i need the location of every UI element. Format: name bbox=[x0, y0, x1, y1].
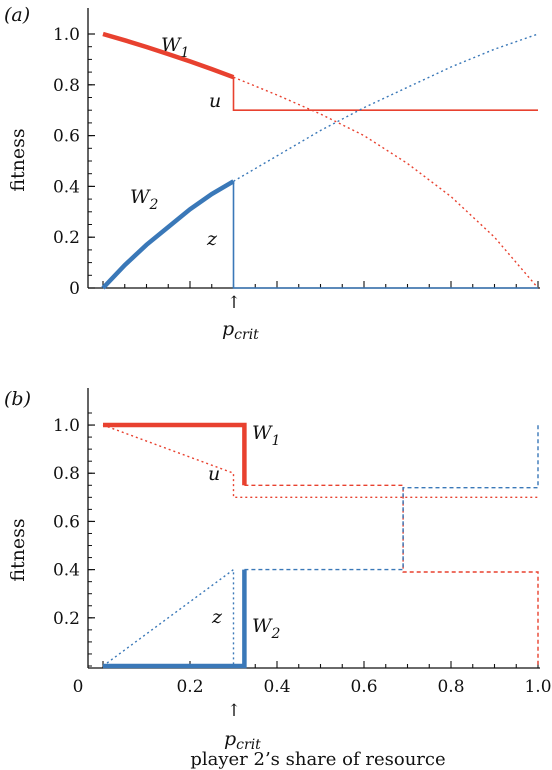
x-axis-label: player 2’s share of resource bbox=[190, 749, 445, 770]
panel-b-z-label: z bbox=[211, 606, 223, 628]
panel-a-annotations: W1 W2 u z ↑ pcrit bbox=[130, 34, 259, 343]
panel-b-pcrit-arrow: ↑ bbox=[227, 701, 241, 721]
panel-a-series-w2-thick bbox=[101, 179, 235, 290]
panel-b-x-tick-label: 0.8 bbox=[437, 677, 464, 697]
panel-b-x-tick-label: 0 bbox=[73, 677, 84, 697]
panel-b-pcrit-label: pcrit bbox=[224, 728, 261, 753]
panel-a-pcrit-label: pcrit bbox=[222, 318, 259, 343]
panel-a-series-w1-thin bbox=[232, 77, 538, 111]
panel-a-series bbox=[101, 31, 539, 290]
panel-a-y-tick-label: 0.8 bbox=[53, 76, 80, 96]
panel-a-series-w1-thick bbox=[102, 31, 235, 80]
panel-b-u-label: u bbox=[208, 463, 220, 485]
panel-a-y-tick-label: 0.6 bbox=[53, 127, 80, 147]
panel-b-x-tick-label: 0.6 bbox=[350, 677, 377, 697]
panel-a-pcrit-arrow: ↑ bbox=[227, 293, 241, 313]
panel-a-w2-label: W2 bbox=[130, 186, 159, 213]
panel-a-w1-label: W1 bbox=[161, 34, 189, 61]
panel-b-y-tick-label: 1.0 bbox=[53, 416, 80, 436]
panel-b-series-w2-dotted bbox=[102, 568, 235, 667]
panel-b-series bbox=[102, 422, 539, 669]
panel-b-w2-label: W2 bbox=[252, 615, 281, 642]
panel-b-x-tick-label: 0.4 bbox=[263, 677, 290, 697]
panel-a-y-tick-label: 0.2 bbox=[53, 228, 80, 248]
panel-a-y-tick-label: 1.0 bbox=[53, 25, 80, 45]
panel-a-y-tick-label: 0 bbox=[69, 279, 80, 299]
panel-b-series-w2-dashed bbox=[244, 425, 539, 571]
panel-b-y-tick-label: 0.8 bbox=[53, 464, 80, 484]
panel-b: (b) fitness 0.2 0.4 0.6 0.8 1.0 0 0.2 0.4 0.6 0.8… bbox=[4, 388, 552, 753]
panel-a-label: (a) bbox=[4, 4, 30, 26]
panel-b-w1-label: W1 bbox=[252, 422, 280, 449]
panel-b-label: (b) bbox=[4, 388, 31, 410]
panel-b-annotations: W1 W2 u z ↑ pcrit bbox=[208, 422, 281, 753]
panel-a-series-w2-dotted bbox=[233, 33, 539, 182]
panel-a-axes: 0 0.2 0.4 0.6 0.8 1.0 bbox=[53, 8, 540, 299]
panel-b-y-axis-label: fitness bbox=[7, 518, 29, 581]
panel-a-z-label: z bbox=[206, 228, 218, 250]
panel-b-series-w1-dashed bbox=[244, 484, 539, 666]
panel-b-y-tick-label: 0.2 bbox=[53, 609, 80, 629]
panel-b-x-tick-label: 0.2 bbox=[176, 677, 203, 697]
panel-b-y-tick-label: 0.6 bbox=[53, 512, 80, 532]
panel-b-y-tick-label: 0.4 bbox=[53, 561, 80, 581]
panel-a: (a) fitness 0 0.2 0.4 0.6 0.8 1.0 W1 W2 u z ↑… bbox=[4, 4, 540, 343]
panel-a-y-tick-label: 0.4 bbox=[53, 177, 80, 197]
panel-a-series-w1-dotted bbox=[233, 76, 539, 289]
panel-b-x-tick-label: 1.0 bbox=[524, 677, 551, 697]
panel-b-series-w1-dotted bbox=[102, 424, 538, 498]
panel-b-series-w2-thick bbox=[103, 569, 247, 669]
panel-b-series-w1-thick bbox=[103, 422, 247, 486]
panel-a-series-w2-thin bbox=[232, 181, 538, 289]
panel-a-y-axis-label: fitness bbox=[7, 128, 29, 191]
panel-a-u-label: u bbox=[209, 90, 221, 112]
